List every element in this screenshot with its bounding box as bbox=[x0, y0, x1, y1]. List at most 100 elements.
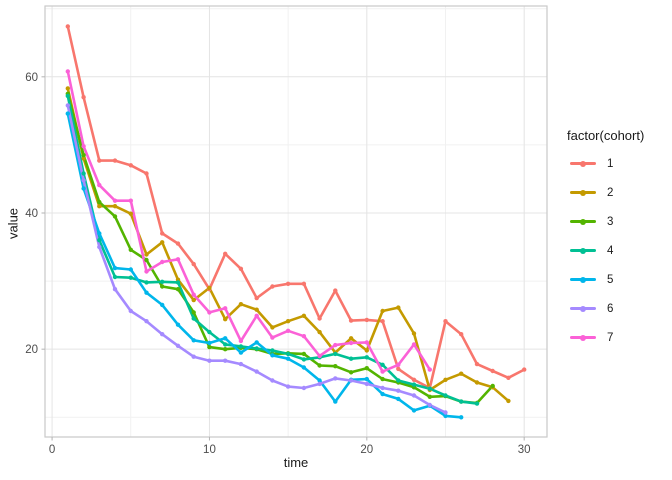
series-points-6 bbox=[65, 103, 448, 415]
legend-item-6: 6 bbox=[563, 294, 669, 323]
legend-item-2: 2 bbox=[563, 178, 669, 207]
series-points-7 bbox=[65, 69, 432, 374]
data-point bbox=[380, 319, 385, 324]
data-point bbox=[128, 198, 133, 203]
data-point bbox=[81, 171, 86, 176]
data-point bbox=[97, 231, 102, 236]
legend-key-icon bbox=[570, 246, 596, 256]
legend-key-icon bbox=[570, 188, 596, 198]
data-point bbox=[490, 368, 495, 374]
grid-minor bbox=[45, 6, 547, 437]
legend-label: 7 bbox=[607, 331, 614, 344]
data-point bbox=[427, 386, 432, 391]
legend-item-1: 1 bbox=[563, 149, 669, 178]
data-point bbox=[270, 335, 275, 340]
legend-label: 2 bbox=[607, 186, 614, 199]
series-points bbox=[65, 24, 527, 420]
data-point bbox=[175, 343, 181, 348]
data-point bbox=[317, 381, 322, 387]
data-point bbox=[128, 267, 133, 272]
x-tick-label-30: 30 bbox=[518, 444, 531, 456]
data-point bbox=[128, 247, 133, 252]
data-point bbox=[191, 338, 196, 343]
legend-label: 4 bbox=[607, 244, 614, 257]
data-point bbox=[443, 319, 448, 324]
data-point bbox=[81, 178, 86, 183]
data-point bbox=[97, 199, 102, 205]
data-point bbox=[160, 240, 165, 245]
data-point bbox=[128, 308, 133, 314]
data-point bbox=[301, 365, 307, 370]
data-point bbox=[301, 281, 307, 286]
data-point bbox=[97, 204, 102, 209]
data-point bbox=[285, 384, 291, 389]
data-point bbox=[474, 401, 480, 406]
series-points-1 bbox=[65, 24, 527, 391]
data-point bbox=[474, 361, 480, 367]
data-point bbox=[65, 24, 71, 29]
legend-label: 6 bbox=[607, 302, 614, 315]
legend-item-3: 3 bbox=[563, 207, 669, 236]
data-point bbox=[65, 69, 71, 74]
data-point bbox=[97, 244, 102, 250]
data-point bbox=[427, 394, 432, 399]
legend: factor(cohort) 1 2 3 4 5 6 7 bbox=[563, 128, 669, 352]
series-line-7 bbox=[66, 71, 431, 373]
x-tick-label-0: 0 bbox=[49, 444, 55, 456]
legend-item-5: 5 bbox=[563, 265, 669, 294]
data-point bbox=[160, 259, 165, 265]
data-point bbox=[333, 351, 338, 357]
data-point bbox=[317, 316, 322, 321]
data-point bbox=[270, 353, 275, 358]
data-point bbox=[459, 415, 464, 420]
data-point bbox=[364, 376, 369, 382]
data-point bbox=[175, 322, 181, 327]
data-point bbox=[238, 302, 244, 307]
data-point bbox=[396, 366, 401, 372]
data-point bbox=[65, 93, 71, 99]
legend-item-7: 7 bbox=[563, 323, 669, 352]
data-point bbox=[144, 269, 149, 274]
legend-key-icon bbox=[570, 304, 596, 314]
data-point bbox=[223, 306, 228, 311]
data-point bbox=[238, 361, 244, 367]
data-point bbox=[112, 265, 118, 271]
data-point bbox=[364, 381, 369, 387]
data-point bbox=[81, 186, 86, 191]
data-point bbox=[144, 257, 149, 263]
data-point bbox=[191, 310, 196, 315]
data-point bbox=[380, 391, 385, 397]
data-point bbox=[301, 385, 307, 391]
data-point bbox=[223, 347, 228, 352]
data-point bbox=[160, 284, 165, 289]
data-point bbox=[191, 261, 196, 267]
data-point bbox=[427, 367, 432, 372]
data-point bbox=[333, 364, 338, 369]
data-point bbox=[160, 302, 165, 308]
data-point bbox=[396, 378, 401, 383]
data-point bbox=[443, 413, 448, 419]
data-point bbox=[317, 363, 322, 368]
data-point bbox=[207, 358, 212, 363]
data-point bbox=[333, 288, 338, 293]
legend-key-icon bbox=[570, 275, 596, 285]
axis-ticks bbox=[41, 76, 525, 441]
data-point bbox=[65, 111, 71, 116]
data-point bbox=[254, 369, 259, 374]
data-point bbox=[459, 371, 464, 376]
data-point bbox=[443, 410, 448, 415]
data-point bbox=[317, 378, 322, 383]
x-tick-label-10: 10 bbox=[203, 444, 216, 456]
data-point bbox=[270, 348, 275, 353]
data-point bbox=[223, 251, 228, 256]
data-point bbox=[380, 308, 385, 314]
data-point bbox=[459, 332, 464, 337]
data-point bbox=[65, 86, 71, 91]
data-point bbox=[333, 376, 338, 381]
data-point bbox=[490, 383, 495, 389]
data-point bbox=[238, 338, 244, 344]
data-point bbox=[411, 331, 417, 336]
legend-key-icon bbox=[570, 217, 596, 227]
data-point bbox=[160, 279, 165, 284]
